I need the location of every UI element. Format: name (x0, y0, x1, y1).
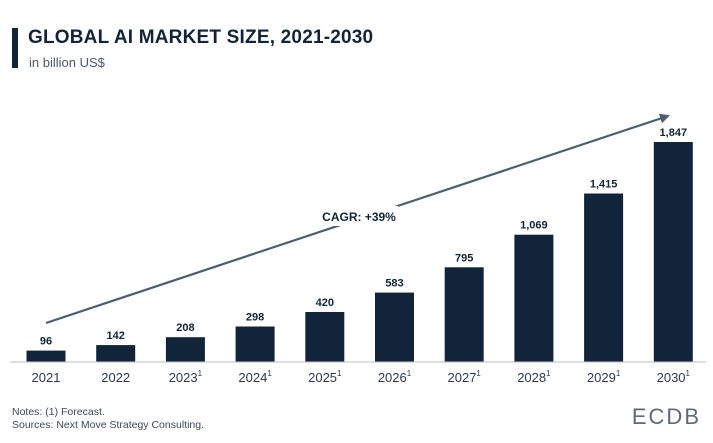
value-label-2027: 795 (455, 252, 473, 264)
bar-2026 (375, 292, 414, 362)
bar-2025 (305, 312, 345, 362)
value-label-2026: 583 (385, 278, 403, 290)
bar-2027 (444, 267, 484, 362)
bar-2022 (96, 345, 136, 362)
forecast-superscript: 1 (686, 369, 691, 378)
tick-label-2022: 2022 (101, 370, 130, 385)
tick-label-2025: 20251 (308, 369, 342, 385)
bar-2021 (26, 350, 66, 362)
forecast-superscript: 1 (267, 369, 272, 378)
bar-2024 (235, 326, 275, 362)
forecast-superscript: 1 (337, 369, 342, 378)
annotation-background (318, 206, 398, 226)
value-label-2021: 96 (40, 336, 52, 348)
bar-2023 (165, 337, 205, 362)
tick-label-2027: 20271 (448, 369, 482, 385)
bar-2029 (584, 193, 624, 362)
tick-label-2026: 20261 (378, 369, 412, 385)
bar-2030 (653, 142, 693, 362)
bar-chart: CAGR: +39% 96 2021 142 2022 208 20231 298 20241… (10, 113, 706, 385)
tick-label-2024: 20241 (238, 369, 272, 385)
bar-2028 (514, 234, 554, 362)
forecast-superscript: 1 (476, 369, 481, 378)
sources-text: Sources: Next Move Strategy Consulting. (12, 419, 205, 431)
forecast-superscript: 1 (546, 369, 551, 378)
tick-label-2023: 20231 (169, 369, 203, 385)
value-label-2028: 1,069 (520, 220, 548, 232)
chart-title: GLOBAL AI MARKET SIZE, 2021-2030 (28, 27, 374, 48)
tick-label-2029: 20291 (587, 369, 621, 385)
cagr-annotation: CAGR: +39% (322, 210, 396, 224)
title-accent-bar (12, 28, 18, 68)
forecast-superscript: 1 (407, 369, 412, 378)
tick-label-2028: 20281 (517, 369, 551, 385)
value-label-2022: 142 (107, 330, 125, 342)
value-label-2029: 1,415 (590, 179, 618, 191)
value-label-2024: 298 (246, 312, 264, 324)
notes-text: Notes: (1) Forecast. (12, 406, 105, 418)
forecast-superscript: 1 (616, 369, 621, 378)
tick-label-2030: 20301 (657, 369, 691, 385)
ecdb-logo: ECDB (631, 404, 701, 429)
value-label-2023: 208 (176, 322, 194, 334)
value-label-2025: 420 (316, 297, 334, 309)
value-label-2030: 1,847 (660, 127, 688, 139)
tick-label-2021: 2021 (32, 370, 61, 385)
footer-notes: Notes: (1) Forecast. Sources: Next Move … (12, 406, 204, 432)
forecast-superscript: 1 (198, 369, 203, 378)
chart-subtitle: in billion US$ (29, 55, 105, 70)
